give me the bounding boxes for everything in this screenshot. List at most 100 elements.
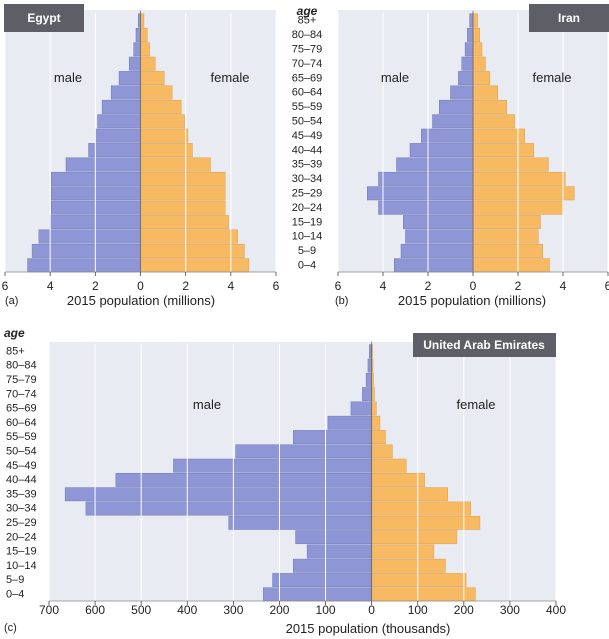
iran-tick-label-2: 2: [515, 279, 522, 293]
egypt-female-bar-10–14: [140, 229, 238, 244]
uae-male-bar-5–9: [272, 573, 372, 587]
uae-female-bar-20–24: [371, 530, 458, 545]
age-label-bottom-15–19: 15–19: [6, 546, 37, 558]
age-label-bottom-70–74: 70–74: [6, 388, 37, 400]
iran-male-bar-80–84: [467, 27, 474, 42]
age-label-bottom-40–44: 40–44: [6, 474, 37, 486]
egypt-male-bar-10–14: [38, 229, 141, 244]
iran-male-bar-0–4: [394, 258, 474, 273]
uae-pyramid: United Arab Emirates male female 700 600 5…: [4, 326, 566, 636]
age-label-top-70–74: 70–74: [292, 58, 323, 70]
egypt-tick-label--6: 6: [2, 279, 9, 293]
egypt-male-bar-5–9: [31, 243, 141, 258]
egypt-tick-labels: 6 4 2 0 2 4 6: [2, 272, 280, 293]
egypt-female-bar-40–44: [140, 143, 193, 158]
uae-male-bar-45–49: [173, 458, 372, 473]
uae-bars: [64, 344, 481, 602]
age-label-bottom-85+: 85+: [6, 345, 25, 357]
iran-title: Iran: [558, 11, 580, 25]
iran-female-bar-40–44: [472, 143, 534, 158]
age-header-bottom: age: [4, 326, 25, 340]
age-label-top-60–64: 60–64: [292, 87, 323, 99]
uae-female-bar-70–74: [371, 387, 375, 402]
age-label-bottom-45–49: 45–49: [6, 460, 37, 472]
iran-tick-label-4: 4: [560, 279, 567, 293]
iran-male-bar-35–39: [396, 157, 474, 172]
egypt-female-bar-50–54: [140, 114, 185, 129]
age-label-top-45–49: 45–49: [292, 130, 323, 142]
uae-tick-label--500: 500: [131, 603, 151, 617]
egypt-tick-label--4: 4: [47, 279, 54, 293]
egypt-male-bar-65–69: [118, 71, 141, 86]
age-label-top-30–34: 30–34: [292, 173, 323, 185]
egypt-male-bar-60–64: [110, 85, 141, 100]
iran-title-box: [529, 4, 609, 32]
iran-male-bar-70–74: [461, 56, 474, 71]
uae-male-bar-75–79: [365, 372, 372, 387]
age-label-top-75–79: 75–79: [292, 44, 323, 56]
uae-female-bar-40–44: [371, 473, 425, 487]
iran-male-bar-50–54: [432, 114, 474, 129]
age-label-bottom-60–64: 60–64: [6, 417, 37, 429]
uae-male-bar-80–84: [367, 358, 372, 373]
iran-female-bar-5–9: [472, 243, 543, 258]
iran-gridlines: [337, 10, 609, 273]
egypt-female-bar-25–29: [140, 186, 226, 201]
iran-pyramid: Iran male female 6 4 2 0 2 4 6 (b) 2015 popula…: [335, 4, 609, 308]
iran-male-bar-65–69: [458, 71, 474, 86]
egypt-female-bar-80–84: [140, 27, 148, 42]
egypt-male-bar-25–29: [51, 186, 141, 201]
age-label-bottom-10–14: 10–14: [6, 560, 37, 572]
age-label-bottom-50–54: 50–54: [6, 446, 37, 458]
age-label-top-10–14: 10–14: [292, 231, 323, 243]
uae-tick-label-300: 300: [500, 603, 520, 617]
egypt-female-label: female: [210, 70, 249, 85]
uae-gridlines: [48, 341, 557, 602]
egypt-female-bar-60–64: [140, 85, 173, 100]
uae-male-bar-60–64: [327, 415, 372, 430]
iran-panel-label: (b): [335, 295, 348, 307]
age-label-bottom-25–29: 25–29: [6, 517, 37, 529]
iran-female-bar-35–39: [472, 157, 549, 172]
iran-tick-label-0: 0: [470, 279, 477, 293]
iran-male-bar-20–24: [378, 200, 474, 215]
iran-female-bar-30–34: [472, 171, 566, 186]
egypt-male-bar-50–54: [97, 114, 141, 129]
egypt-female-bar-35–39: [140, 157, 211, 172]
age-label-top-35–39: 35–39: [292, 159, 323, 171]
egypt-female-bar-20–24: [140, 200, 226, 215]
uae-tick-label-400: 400: [546, 603, 566, 617]
egypt-tick-label-4: 4: [227, 279, 234, 293]
egypt-female-bar-30–34: [140, 171, 226, 186]
iran-x-axis-label: 2015 population (millions): [398, 293, 546, 308]
egypt-female-bar-45–49: [140, 128, 189, 143]
uae-male-label: male: [193, 397, 221, 412]
age-header-top: age: [297, 4, 318, 18]
egypt-pyramid: Egypt male female 6 4 2 0 2 4 6 (a) 2015 popul…: [2, 4, 280, 308]
age-label-top-15–19: 15–19: [292, 216, 323, 228]
age-label-top-80–84: 80–84: [292, 29, 323, 41]
uae-title-box: [413, 333, 556, 357]
iran-female-bar-55–59: [472, 99, 507, 114]
egypt-male-bar-40–44: [88, 143, 141, 158]
egypt-female-bar-15–19: [140, 215, 229, 230]
egypt-female-bar-0–4: [140, 258, 250, 273]
egypt-female-bar-85+: [140, 13, 145, 28]
age-label-top-55–59: 55–59: [292, 101, 323, 113]
uae-tick-label--400: 400: [177, 603, 197, 617]
age-label-top-20–24: 20–24: [292, 202, 323, 214]
age-label-bottom-55–59: 55–59: [6, 431, 37, 443]
egypt-male-label: male: [54, 70, 82, 85]
uae-tick-label-200: 200: [454, 603, 474, 617]
egypt-tick-label-2: 2: [182, 279, 189, 293]
age-label-bottom-5–9: 5–9: [6, 574, 24, 586]
uae-female-bar-5–9: [371, 573, 467, 587]
uae-tick-label--700: 700: [39, 603, 59, 617]
age-label-bottom-30–34: 30–34: [6, 503, 37, 515]
egypt-male-bar-80–84: [135, 27, 141, 42]
uae-title: United Arab Emirates: [423, 338, 545, 352]
uae-female-bar-10–14: [371, 558, 446, 573]
uae-female-bar-15–19: [371, 544, 435, 559]
iran-female-label: female: [532, 70, 571, 85]
iran-male-bar-5–9: [400, 243, 474, 258]
